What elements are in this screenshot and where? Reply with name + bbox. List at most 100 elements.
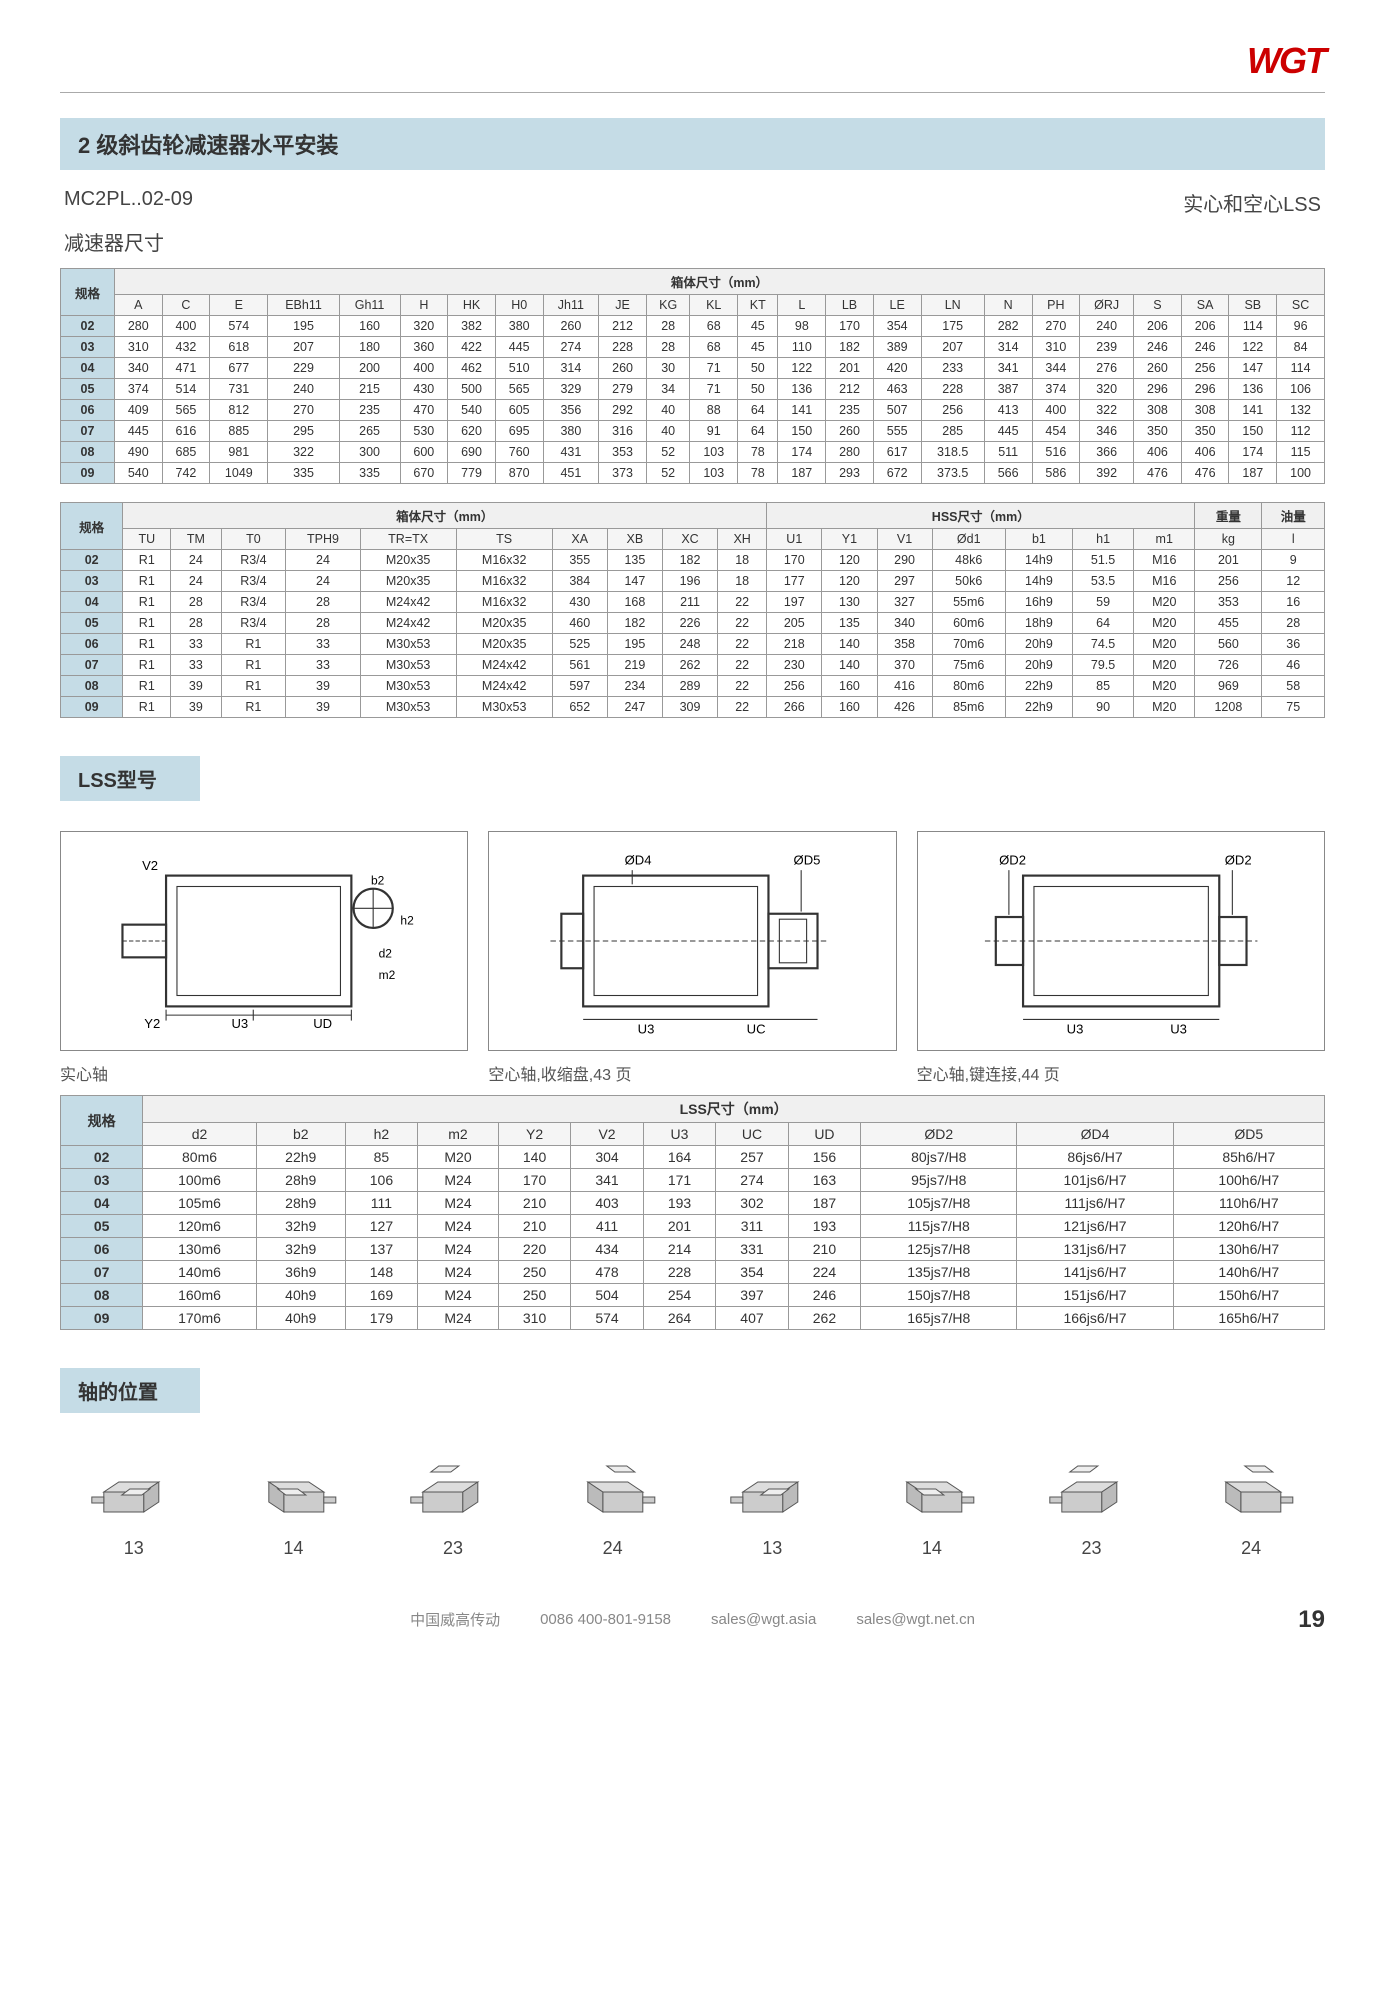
cell: 374 (114, 379, 162, 400)
col-spec: 规格 (61, 503, 123, 550)
cell: 510 (495, 358, 543, 379)
cell: R3/4 (221, 571, 286, 592)
cell: 262 (788, 1307, 860, 1330)
cell: 79.5 (1073, 655, 1134, 676)
cell: 322 (268, 442, 339, 463)
section-lss-model: LSS型号 (60, 756, 200, 801)
cell: M24 (418, 1284, 499, 1307)
table-row: 03100m628h9106M2417034117127416395js7/H8… (61, 1169, 1325, 1192)
cell: R1 (123, 697, 171, 718)
cell: 18h9 (1005, 613, 1072, 634)
cell: 46 (1262, 655, 1325, 676)
cell: 90 (1073, 697, 1134, 718)
cell: 39 (286, 697, 360, 718)
cell: M20 (1134, 655, 1195, 676)
cell: 392 (1080, 463, 1134, 484)
cell: 135 (607, 550, 662, 571)
cell: 561 (552, 655, 607, 676)
cell: 260 (826, 421, 874, 442)
cell: 389 (873, 337, 921, 358)
cell: 68 (690, 337, 738, 358)
cell: 400 (162, 316, 210, 337)
col-header: d2 (143, 1123, 257, 1146)
cell: 100h6/H7 (1173, 1169, 1324, 1192)
cell: 318.5 (921, 442, 984, 463)
cell: 174 (1229, 442, 1277, 463)
cell: 193 (643, 1192, 715, 1215)
cell: 195 (607, 634, 662, 655)
cell: 07 (61, 421, 115, 442)
cell: R1 (123, 655, 171, 676)
cell: 112 (1277, 421, 1325, 442)
shaft-item: 23 (1018, 1437, 1166, 1559)
cell: 122 (1229, 337, 1277, 358)
cell: 309 (662, 697, 717, 718)
cell: 28 (286, 613, 360, 634)
cell: 812 (210, 400, 268, 421)
cell: 168 (607, 592, 662, 613)
cell: 03 (61, 337, 115, 358)
cell: M24 (418, 1307, 499, 1330)
cell: 106 (1277, 379, 1325, 400)
col-header: ØD2 (861, 1123, 1017, 1146)
col-header: LE (873, 295, 921, 316)
cell: 297 (877, 571, 932, 592)
band-box-dims: 箱体尺寸（mm） (114, 269, 1324, 295)
cell: 160 (822, 697, 877, 718)
cell: 135 (822, 613, 877, 634)
cell: 276 (1080, 358, 1134, 379)
cell: 164 (643, 1146, 715, 1169)
cell: 33 (286, 655, 360, 676)
cell: M16x32 (456, 592, 552, 613)
col-header: XB (607, 529, 662, 550)
cell: R3/4 (221, 613, 286, 634)
cell: 445 (114, 421, 162, 442)
cell: R1 (221, 676, 286, 697)
cell: 406 (1134, 442, 1182, 463)
cell: 358 (877, 634, 932, 655)
cell: 308 (1134, 400, 1182, 421)
cell: 120 (822, 550, 877, 571)
col-header: UC (716, 1123, 788, 1146)
cell: 64 (738, 400, 778, 421)
cell: M24 (418, 1215, 499, 1238)
cell: 574 (210, 316, 268, 337)
cell: 618 (210, 337, 268, 358)
table-row: 07R133R133M30x53M24x42561219262222301403… (61, 655, 1325, 676)
cell: 981 (210, 442, 268, 463)
cell: 71 (690, 358, 738, 379)
cell: 403 (571, 1192, 643, 1215)
cell: 120m6 (143, 1215, 257, 1238)
cell: 597 (552, 676, 607, 697)
cell: M24x42 (456, 655, 552, 676)
cell: 98 (778, 316, 826, 337)
col-header: U3 (643, 1123, 715, 1146)
cell: 250 (498, 1284, 570, 1307)
col-header: TPH9 (286, 529, 360, 550)
cell: 150 (1229, 421, 1277, 442)
cell: 20h9 (1005, 655, 1072, 676)
cell: R1 (221, 697, 286, 718)
cell: R1 (123, 634, 171, 655)
cell: 413 (984, 400, 1032, 421)
cell: 250 (498, 1261, 570, 1284)
cell: 353 (1195, 592, 1262, 613)
svg-text:m2: m2 (379, 968, 396, 982)
cell: 22 (718, 676, 767, 697)
cell: 310 (114, 337, 162, 358)
cell: 166js6/H7 (1017, 1307, 1173, 1330)
cell: 235 (826, 400, 874, 421)
cell: 382 (448, 316, 496, 337)
cell: 1049 (210, 463, 268, 484)
cell: 235 (339, 400, 400, 421)
shaft-number: 23 (379, 1538, 527, 1559)
cell: 233 (921, 358, 984, 379)
cell: 356 (543, 400, 599, 421)
cell: 566 (984, 463, 1032, 484)
table-lss-dims: 规格 LSS尺寸（mm） d2b2h2m2Y2V2U3UCUDØD2ØD4ØD5… (60, 1095, 1325, 1330)
cell: 210 (498, 1192, 570, 1215)
cell: 280 (114, 316, 162, 337)
cell: 28 (646, 337, 690, 358)
col-header: LN (921, 295, 984, 316)
cell: 193 (788, 1215, 860, 1238)
